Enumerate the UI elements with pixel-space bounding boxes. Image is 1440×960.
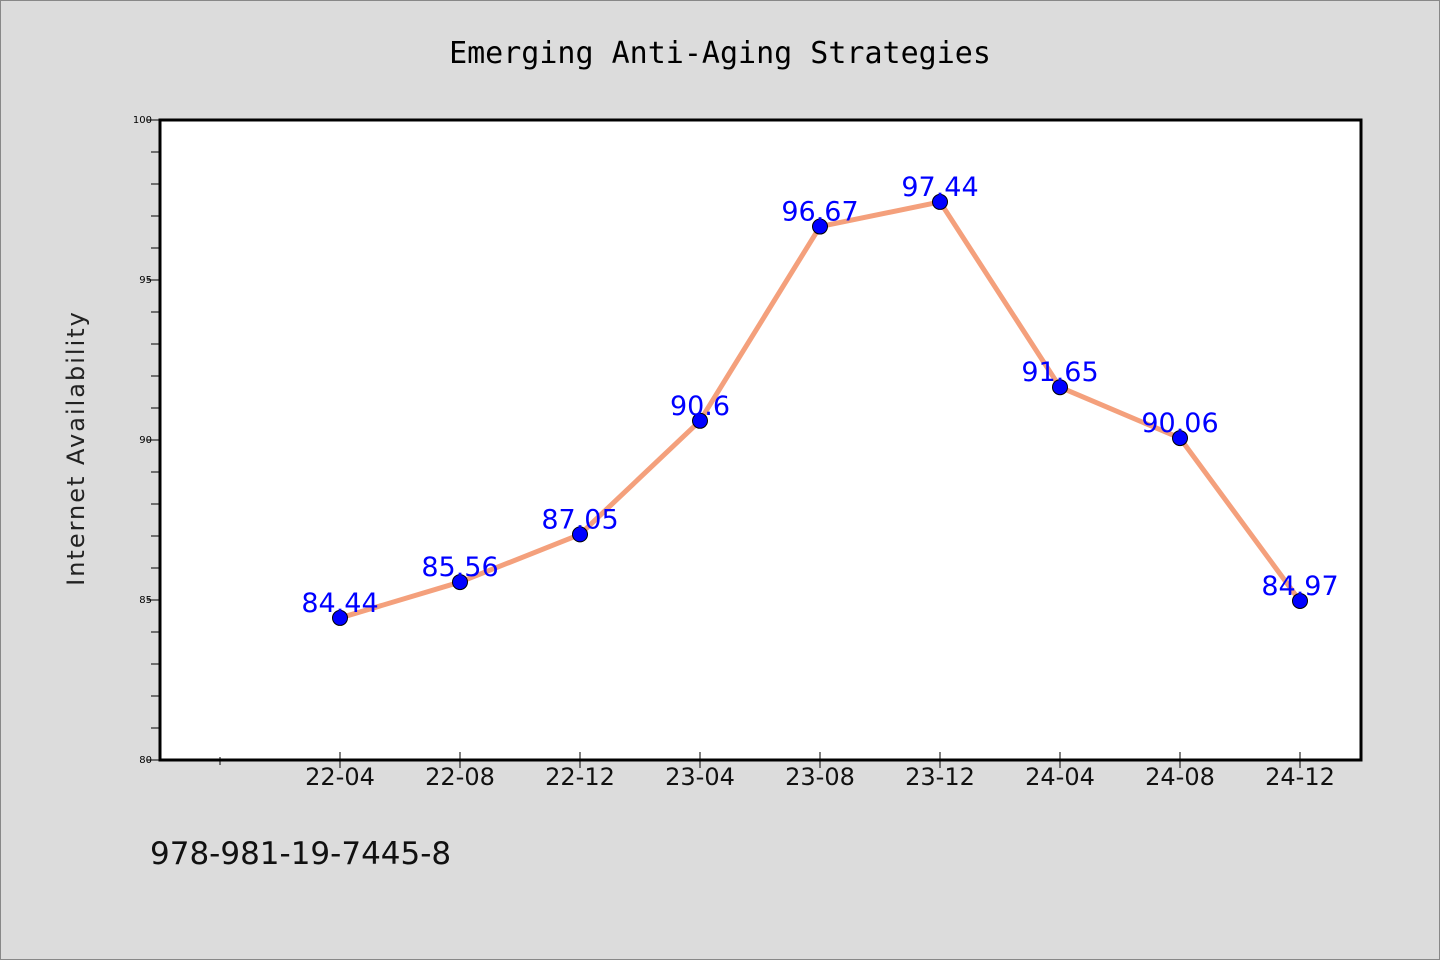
x-tick-label: 23-04 <box>665 763 735 791</box>
data-point <box>332 609 348 626</box>
data-label-layer: 84.44 85.56 87.05 90.6 96.67 97.44 91.65 90.06 8… <box>301 172 1338 619</box>
y-axis-label: Internet Availability <box>62 310 90 586</box>
x-tick-label: 22-12 <box>545 763 615 791</box>
data-label: 90.06 <box>1141 408 1218 439</box>
data-point <box>452 574 468 591</box>
plot-frame <box>158 118 1363 762</box>
series-layer <box>332 193 1308 626</box>
x-axis: 22-04 22-08 22-12 23-04 23-08 23-12 24-04 24-08… <box>219 752 1335 791</box>
data-label: 91.65 <box>1021 357 1098 388</box>
y-tick-label: 100 <box>133 115 152 126</box>
data-label: 87.05 <box>541 504 618 535</box>
data-label: 84.97 <box>1261 571 1338 602</box>
x-tick-label: 24-12 <box>1265 763 1335 791</box>
data-label: 84.44 <box>301 588 378 619</box>
y-tick-label: 95 <box>139 275 152 286</box>
data-label: 85.56 <box>421 552 498 583</box>
data-point <box>692 412 708 429</box>
x-tick-label: 23-08 <box>785 763 855 791</box>
x-tick-label: 24-08 <box>1145 763 1215 791</box>
x-tick-label: 23-12 <box>905 763 975 791</box>
y-tick-label: 90 <box>139 435 152 446</box>
data-point <box>812 218 828 235</box>
y-tick-label: 85 <box>139 595 152 606</box>
y-tick-label: 80 <box>139 755 152 766</box>
x-tick-label: 22-08 <box>425 763 495 791</box>
data-point <box>932 193 948 210</box>
data-label: 97.44 <box>901 172 978 203</box>
footer-code: 978-981-19-7445-8 <box>150 836 451 872</box>
x-tick-label: 24-04 <box>1025 763 1095 791</box>
data-label: 96.67 <box>781 197 858 228</box>
chart-title: Emerging Anti-Aging Strategies <box>449 36 991 71</box>
plot-area <box>160 120 1361 760</box>
x-tick-label: 22-04 <box>305 763 375 791</box>
data-point <box>1172 430 1188 447</box>
data-point <box>572 526 588 543</box>
data-label: 90.6 <box>670 391 730 422</box>
data-point <box>1052 379 1068 396</box>
data-point <box>1292 592 1308 609</box>
